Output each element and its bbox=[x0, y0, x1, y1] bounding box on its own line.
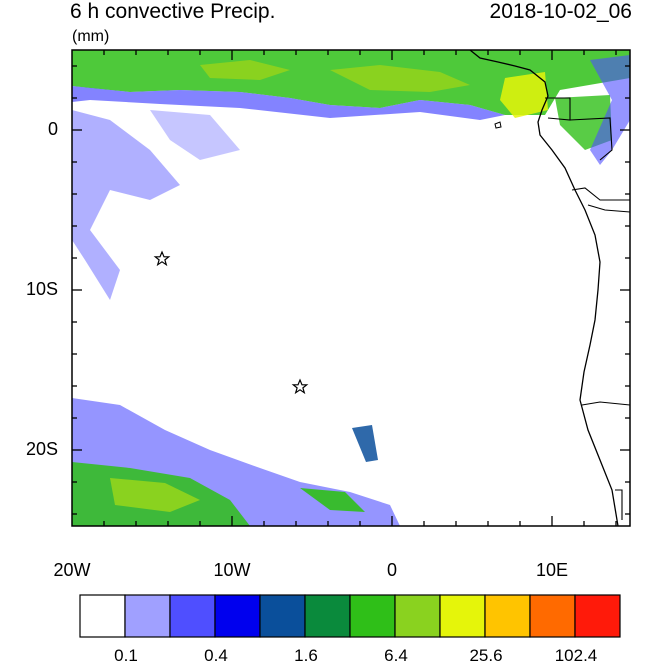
lat-label-10s: 10S bbox=[25, 279, 58, 299]
colorbar-label: 102.4 bbox=[554, 646, 598, 665]
colorbar-swatch bbox=[214, 594, 261, 638]
precip-small-cell bbox=[352, 425, 378, 462]
lon-label-10e: 10E bbox=[535, 560, 569, 580]
colorbar-label: 1.6 bbox=[294, 646, 318, 665]
colorbar-swatch bbox=[169, 594, 216, 638]
colorbar-swatch bbox=[79, 594, 126, 638]
colorbar-swatch bbox=[529, 594, 576, 638]
colorbar-label: 0.4 bbox=[204, 646, 228, 665]
lon-label-0: 0 bbox=[386, 560, 397, 580]
precip-inland-blue bbox=[590, 55, 630, 165]
precip-core-gulf bbox=[500, 72, 548, 118]
units-label: (mm) bbox=[72, 28, 110, 45]
island bbox=[494, 121, 502, 129]
colorbar-swatch bbox=[484, 594, 531, 638]
colorbar-swatch bbox=[394, 594, 441, 638]
precip-band-north-light bbox=[72, 86, 505, 120]
colorbar-swatch bbox=[574, 594, 621, 638]
precip-core-north-2 bbox=[200, 60, 290, 80]
colorbar-label: 6.4 bbox=[384, 646, 408, 665]
station-star-marker bbox=[153, 250, 171, 267]
lat-label-0: 0 bbox=[47, 119, 58, 139]
colorbar-label: 25.6 bbox=[469, 646, 503, 665]
lon-label-20w: 20W bbox=[53, 560, 91, 580]
precip-field bbox=[72, 50, 630, 526]
colorbar-label: 0.1 bbox=[114, 646, 138, 665]
precip-west-streaks bbox=[72, 110, 180, 300]
station-star-marker bbox=[291, 378, 309, 395]
precip-west-streaks-2 bbox=[150, 110, 240, 160]
country-borders bbox=[545, 97, 630, 520]
lon-label-10w: 10W bbox=[213, 560, 251, 580]
colorbar bbox=[79, 594, 621, 638]
map-frame bbox=[71, 49, 631, 527]
chart-title: 6 h convective Precip. bbox=[70, 0, 276, 23]
colorbar-swatch bbox=[439, 594, 486, 638]
colorbar-swatch bbox=[124, 594, 171, 638]
tick-marks bbox=[72, 50, 630, 526]
colorbar-swatch bbox=[259, 594, 306, 638]
valid-time-label: 2018-10-02_06 bbox=[489, 0, 632, 23]
precip-core-north bbox=[330, 65, 470, 92]
lat-label-20s: 20S bbox=[25, 439, 58, 459]
colorbar-swatch bbox=[304, 594, 351, 638]
colorbar-swatch bbox=[349, 594, 396, 638]
precip-core-south-2 bbox=[110, 478, 200, 512]
precip-south-streak bbox=[300, 488, 365, 512]
